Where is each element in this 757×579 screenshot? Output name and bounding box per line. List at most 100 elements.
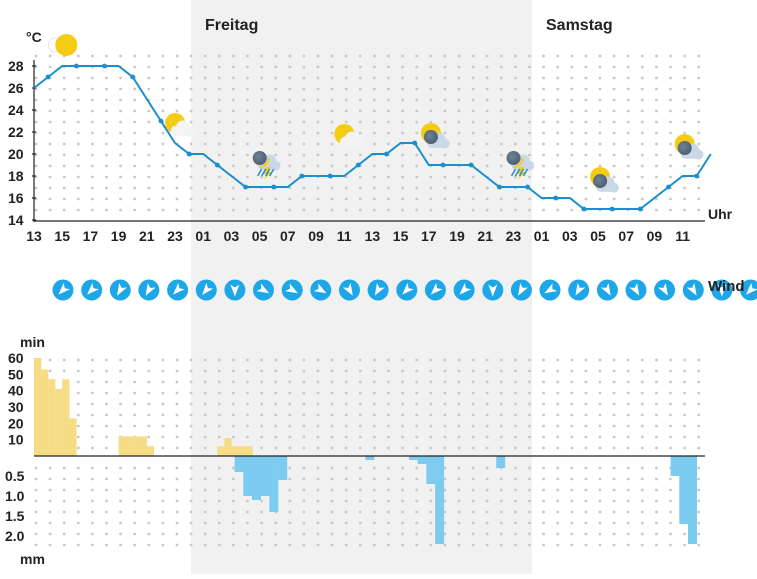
grid-dot <box>76 435 80 439</box>
grid-dot <box>457 521 461 525</box>
grid-dot <box>105 131 108 135</box>
grid-dot <box>373 391 376 395</box>
grid-dot <box>485 358 489 362</box>
grid-dot <box>373 54 376 58</box>
grid-dot <box>189 510 193 514</box>
grid-dot <box>542 54 545 58</box>
grid-dot <box>683 131 686 135</box>
grid-dot <box>119 510 122 514</box>
grid-dot <box>175 466 179 470</box>
grid-dot <box>542 131 545 135</box>
grid-dot <box>499 477 503 481</box>
partly-cloudy-icon <box>165 113 194 137</box>
grid-dot <box>62 521 66 525</box>
grid-dot <box>62 477 66 481</box>
grid-dot <box>457 424 461 428</box>
hour-tick-label: 15 <box>54 228 70 244</box>
grid-dot <box>443 391 447 395</box>
grid-dot <box>119 358 122 362</box>
grid-dot <box>655 65 658 69</box>
grid-dot <box>683 446 686 450</box>
hour-tick-label: 09 <box>647 228 663 244</box>
grid-dot <box>570 54 574 58</box>
grid-dot <box>626 488 630 492</box>
grid-dot <box>288 391 292 395</box>
sunshine-tick-label: 30 <box>8 399 24 415</box>
grid-dot <box>542 153 545 157</box>
grid-dot <box>105 466 108 470</box>
temp-tick-label: 22 <box>8 124 24 140</box>
grid-dot <box>358 424 362 428</box>
grid-dot <box>373 142 376 146</box>
grid-dot <box>485 76 489 80</box>
grid-dot <box>528 488 531 492</box>
grid-dot <box>274 131 278 135</box>
grid-dot <box>91 186 94 190</box>
grid-dot <box>217 76 221 80</box>
grid-dot <box>175 499 179 503</box>
grid-dot <box>260 424 263 428</box>
grid-dot <box>119 186 122 190</box>
grid-dot <box>246 76 249 80</box>
grid-dot <box>471 402 475 406</box>
grid-dot <box>683 120 686 124</box>
grid-dot <box>429 424 433 428</box>
grid-dot <box>669 543 672 547</box>
grid-dot <box>189 446 193 450</box>
grid-dot <box>457 54 461 58</box>
grid-dot <box>316 65 320 69</box>
cloudy-moon-icon <box>590 167 619 193</box>
grid-dot <box>612 142 616 146</box>
grid-dot <box>612 131 616 135</box>
grid-dot <box>161 98 165 102</box>
grid-dot <box>683 402 686 406</box>
grid-dot <box>161 54 165 58</box>
grid-dot <box>626 477 630 481</box>
grid-dot <box>387 142 390 146</box>
grid-dot <box>274 98 278 102</box>
grid-dot <box>344 208 348 212</box>
grid-dot <box>232 142 235 146</box>
grid-dot <box>556 424 560 428</box>
hour-tick-label: 21 <box>139 228 155 244</box>
grid-dot <box>556 153 560 157</box>
grid-dot <box>119 424 122 428</box>
grid-dot <box>598 380 602 384</box>
grid-dot <box>415 54 419 58</box>
grid-dot <box>401 87 404 91</box>
grid-dot <box>316 54 320 58</box>
wind-direction-icon <box>654 279 676 301</box>
grid-dot <box>358 54 362 58</box>
grid-dot <box>316 380 320 384</box>
grid-dot <box>598 402 602 406</box>
rain-bar <box>426 456 436 484</box>
grid-dot <box>570 164 574 168</box>
grid-dot <box>147 369 151 373</box>
grid-dot <box>105 477 108 481</box>
grid-dot <box>612 380 616 384</box>
grid-dot <box>598 131 602 135</box>
grid-dot <box>683 358 686 362</box>
grid-dot <box>133 413 137 417</box>
grid-dot <box>640 76 644 80</box>
grid-dot <box>471 466 475 470</box>
grid-dot <box>344 120 348 124</box>
grid-dot <box>232 54 235 58</box>
grid-dot <box>91 488 94 492</box>
grid-dot <box>669 380 672 384</box>
grid-dot <box>697 466 701 470</box>
grid-dot <box>133 142 137 146</box>
hour-tick-label: 01 <box>195 228 211 244</box>
hour-tick-label: 03 <box>562 228 578 244</box>
grid-dot <box>189 488 193 492</box>
grid-dot <box>373 466 376 470</box>
grid-dot <box>443 413 447 417</box>
sunshine-bar <box>224 438 232 456</box>
grid-dot <box>584 435 588 439</box>
grid-dot <box>429 109 433 113</box>
grid-dot <box>415 402 419 406</box>
grid-dot <box>542 164 545 168</box>
grid-dot <box>274 435 278 439</box>
grid-dot <box>570 510 574 514</box>
grid-dot <box>387 164 390 168</box>
